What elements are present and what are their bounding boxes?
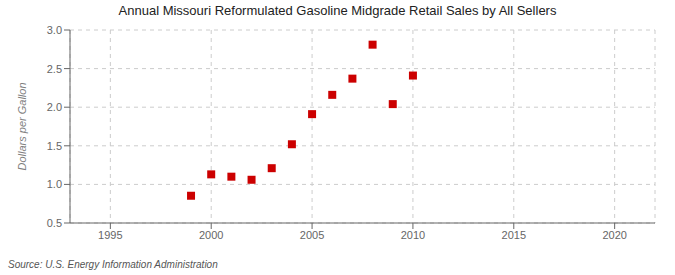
- svg-text:2.5: 2.5: [47, 63, 62, 75]
- svg-text:2010: 2010: [401, 229, 425, 241]
- svg-text:2015: 2015: [502, 229, 526, 241]
- html-text:Source: U.S. Energy Informatio: Source: U.S. Energy Information Administ…: [8, 259, 218, 270]
- svg-text:0.5: 0.5: [47, 217, 62, 229]
- svg-text:1995: 1995: [98, 229, 122, 241]
- svg-text:2005: 2005: [300, 229, 324, 241]
- svg-text:1.0: 1.0: [47, 178, 62, 190]
- svg-text:2020: 2020: [602, 229, 626, 241]
- svg-text:3.0: 3.0: [47, 24, 62, 36]
- svg-text:2000: 2000: [199, 229, 223, 241]
- svg-text:Dollars per Gallon: Dollars per Gallon: [16, 82, 28, 170]
- svg-text:1.5: 1.5: [47, 140, 62, 152]
- svg-text:2.0: 2.0: [47, 101, 62, 113]
- html-text:Annual Missouri Reformulated G: Annual Missouri Reformulated Gasoline Mi…: [118, 3, 557, 18]
